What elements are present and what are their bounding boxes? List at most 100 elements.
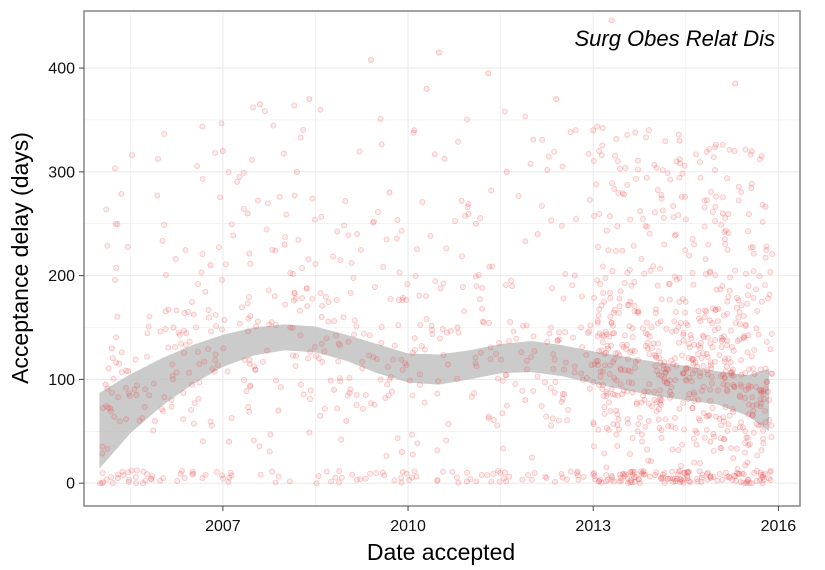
- data-point: [434, 447, 441, 454]
- grid-layer: [84, 11, 800, 506]
- data-point: [244, 300, 251, 307]
- data-point: [599, 263, 606, 270]
- data-point: [760, 476, 767, 483]
- data-point: [202, 288, 209, 295]
- data-point: [676, 174, 683, 181]
- data-point: [353, 476, 360, 483]
- data-point: [488, 478, 495, 485]
- data-point: [290, 297, 297, 304]
- data-point: [331, 318, 338, 325]
- data-point: [149, 473, 156, 480]
- data-point: [423, 85, 430, 92]
- y-tick-label: 100: [48, 372, 75, 389]
- data-point: [722, 469, 729, 476]
- data-point: [710, 431, 717, 437]
- data-point: [591, 361, 598, 368]
- journal-annotation: Surg Obes Relat Dis: [574, 26, 775, 51]
- data-point: [766, 291, 773, 298]
- data-point: [679, 295, 686, 302]
- data-point: [125, 368, 132, 375]
- confidence-ribbon: [99, 324, 770, 469]
- data-point: [709, 208, 716, 215]
- data-point: [665, 280, 672, 287]
- data-point: [413, 473, 420, 480]
- data-point: [548, 217, 555, 224]
- data-point: [546, 330, 553, 337]
- data-point: [408, 474, 415, 481]
- data-point: [571, 369, 578, 376]
- data-point: [745, 282, 752, 289]
- data-point: [207, 262, 214, 269]
- data-point: [689, 370, 696, 377]
- data-point: [701, 204, 708, 211]
- data-point: [666, 280, 673, 287]
- data-point: [636, 480, 643, 487]
- data-point: [434, 476, 441, 483]
- data-point: [291, 102, 298, 109]
- data-point: [444, 361, 451, 368]
- data-point: [472, 354, 479, 361]
- data-point: [735, 470, 742, 477]
- data-point: [664, 475, 671, 482]
- data-point: [104, 385, 111, 392]
- data-point: [743, 434, 750, 441]
- data-point: [196, 379, 203, 386]
- data-point: [578, 293, 585, 300]
- data-point: [710, 154, 717, 161]
- data-point: [744, 434, 751, 441]
- data-point: [611, 185, 618, 192]
- y-tick-label: 300: [48, 164, 75, 181]
- data-point: [648, 324, 655, 331]
- data-point: [496, 478, 503, 485]
- data-point: [602, 328, 609, 335]
- data-point: [675, 447, 682, 454]
- data-point: [731, 472, 738, 479]
- data-point: [168, 396, 175, 403]
- data-point: [199, 438, 206, 445]
- data-point: [614, 422, 621, 428]
- data-point: [659, 471, 666, 478]
- data-point: [494, 375, 501, 382]
- data-point: [638, 256, 645, 262]
- data-point: [115, 394, 121, 401]
- data-point: [246, 293, 252, 300]
- data-point: [624, 475, 631, 482]
- data-point: [370, 219, 376, 226]
- data-point: [748, 180, 755, 187]
- data-point: [338, 474, 345, 481]
- data-point: [731, 384, 738, 391]
- data-point: [297, 134, 304, 141]
- data-point: [755, 422, 762, 429]
- data-point: [412, 273, 419, 280]
- data-point: [348, 259, 355, 266]
- data-point: [406, 477, 413, 483]
- data-point: [720, 194, 727, 201]
- data-point: [199, 175, 206, 182]
- data-point: [640, 392, 647, 399]
- data-point: [652, 306, 659, 313]
- data-point: [659, 167, 666, 174]
- data-point: [323, 335, 330, 342]
- data-point: [161, 130, 168, 137]
- data-point: [269, 246, 276, 253]
- data-point: [110, 375, 117, 382]
- data-point: [395, 297, 402, 303]
- data-point: [468, 393, 475, 400]
- data-point: [157, 328, 164, 335]
- data-point: [653, 408, 660, 415]
- data-point: [693, 429, 700, 436]
- data-point: [313, 353, 319, 359]
- data-point: [196, 361, 203, 368]
- data-point: [703, 351, 710, 357]
- data-point: [459, 253, 465, 260]
- data-point: [421, 399, 428, 406]
- data-point: [629, 389, 636, 396]
- data-point: [246, 360, 253, 367]
- data-point: [603, 388, 610, 395]
- data-point: [257, 471, 264, 478]
- data-point: [595, 426, 602, 433]
- data-point: [473, 363, 480, 370]
- data-point: [722, 404, 729, 410]
- data-point: [209, 365, 216, 372]
- data-point: [757, 366, 764, 373]
